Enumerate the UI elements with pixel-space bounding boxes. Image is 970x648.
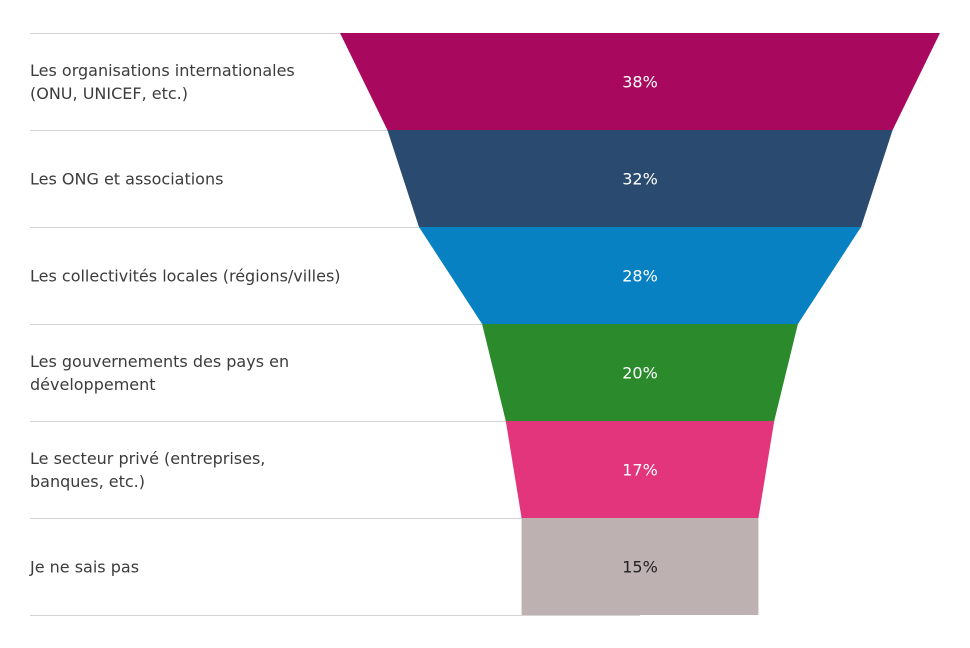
funnel-segment [482, 324, 798, 421]
funnel-segment [505, 421, 775, 518]
category-label-line: Les gouvernements des pays en [30, 352, 289, 371]
category-labels: Les organisations internationales (ONU, U… [29, 61, 341, 577]
value-label: 17% [622, 461, 658, 480]
category-label: Les collectivités locales (régions/ville… [30, 267, 341, 286]
category-label: Le secteur privé (entreprises, banques, e… [30, 449, 265, 491]
category-label: Je ne sais pas [29, 558, 139, 577]
category-label-line: Les organisations internationales [30, 61, 295, 80]
category-label-line: Les ONG et associations [30, 170, 223, 189]
category-label: Les ONG et associations [30, 170, 223, 189]
category-label-line: (ONU, UNICEF, etc.) [30, 84, 188, 103]
value-label: 38% [622, 73, 658, 92]
row-separators [30, 33, 640, 616]
funnel-segment [387, 130, 893, 227]
value-label: 32% [622, 170, 658, 189]
category-label-line: Les collectivités locales (régions/ville… [30, 267, 341, 286]
category-label: Les gouvernements des pays en développeme… [30, 352, 289, 394]
category-label-line: banques, etc.) [30, 472, 145, 491]
funnel-segment [521, 518, 759, 615]
category-label-line: Je ne sais pas [29, 558, 139, 577]
category-label-line: développement [30, 375, 156, 394]
value-label: 20% [622, 364, 658, 383]
value-labels: 38% 32% 28% 20% 17% 15% [622, 73, 658, 577]
category-label: Les organisations internationales (ONU, U… [30, 61, 295, 103]
value-label: 15% [622, 558, 658, 577]
funnel-segment [340, 33, 940, 130]
funnel-segments [340, 33, 940, 615]
category-label-line: Le secteur privé (entreprises, [30, 449, 265, 468]
value-label: 28% [622, 267, 658, 286]
funnel-segment [418, 227, 862, 324]
